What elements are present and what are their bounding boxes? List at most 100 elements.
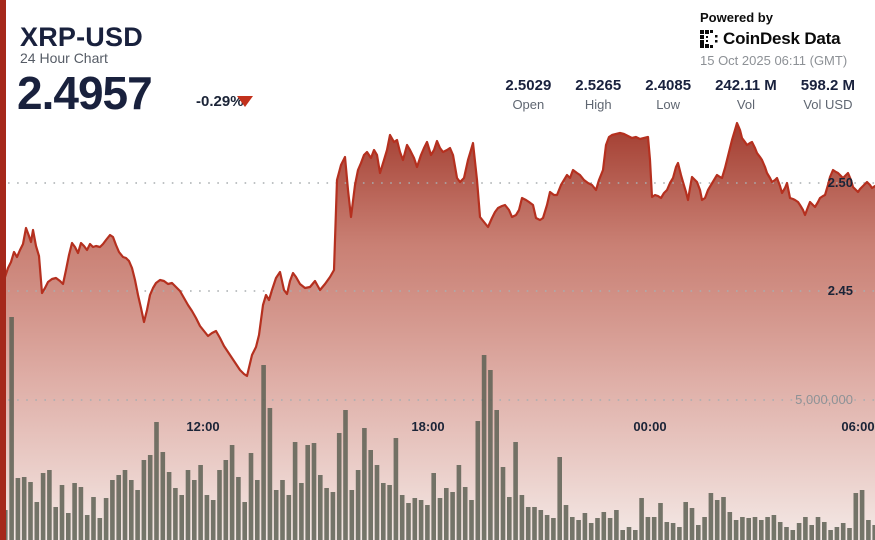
volume-bar[interactable] (393, 438, 399, 540)
volume-bar[interactable] (469, 500, 474, 540)
volume-bar[interactable] (336, 433, 342, 540)
volume-bar[interactable] (557, 457, 562, 540)
volume-bar[interactable] (324, 488, 329, 540)
volume-bar[interactable] (311, 443, 317, 540)
volume-bar[interactable] (387, 485, 392, 540)
volume-bar[interactable] (141, 460, 147, 540)
volume-bar[interactable] (299, 483, 304, 540)
volume-bar[interactable] (576, 520, 581, 540)
volume-bar[interactable] (223, 460, 229, 540)
volume-bar[interactable] (444, 488, 449, 540)
volume-bar[interactable] (563, 505, 569, 540)
volume-bar[interactable] (47, 470, 52, 540)
volume-bar[interactable] (305, 445, 310, 540)
volume-bar[interactable] (135, 490, 140, 540)
volume-bar[interactable] (198, 465, 203, 540)
volume-bar[interactable] (204, 495, 210, 540)
volume-bar[interactable] (267, 408, 273, 540)
volume-bar[interactable] (815, 517, 821, 540)
volume-bar[interactable] (765, 517, 770, 540)
volume-bar[interactable] (727, 512, 733, 540)
volume-bar[interactable] (15, 478, 21, 540)
volume-bar[interactable] (614, 510, 619, 540)
volume-bar[interactable] (147, 455, 153, 540)
volume-bar[interactable] (437, 498, 443, 540)
volume-bar[interactable] (40, 473, 46, 540)
volume-bar[interactable] (633, 530, 638, 540)
volume-bar[interactable] (626, 527, 632, 540)
volume-bar[interactable] (759, 520, 764, 540)
volume-bar[interactable] (229, 445, 235, 540)
volume-bar[interactable] (355, 470, 361, 540)
volume-bar[interactable] (708, 493, 714, 540)
volume-bar[interactable] (349, 490, 355, 540)
volume-bar[interactable] (273, 490, 279, 540)
volume-bar[interactable] (261, 365, 266, 540)
volume-bar[interactable] (620, 530, 625, 540)
volume-bar[interactable] (166, 472, 172, 540)
volume-bar[interactable] (381, 483, 386, 540)
volume-bar[interactable] (872, 525, 875, 540)
volume-bar[interactable] (513, 442, 518, 540)
volume-bar[interactable] (696, 525, 701, 540)
volume-bar[interactable] (280, 480, 285, 540)
volume-bar[interactable] (519, 495, 525, 540)
volume-bar[interactable] (72, 483, 77, 540)
volume-bar[interactable] (714, 500, 720, 540)
volume-bar[interactable] (450, 492, 455, 540)
volume-bar[interactable] (9, 317, 14, 540)
volume-bar[interactable] (173, 488, 178, 540)
volume-bar[interactable] (210, 500, 216, 540)
volume-bar[interactable] (242, 502, 247, 540)
volume-bar[interactable] (236, 477, 241, 540)
volume-bar[interactable] (34, 502, 40, 540)
volume-bar[interactable] (859, 490, 865, 540)
volume-bar[interactable] (834, 527, 840, 540)
volume-bar[interactable] (507, 497, 512, 540)
volume-bar[interactable] (494, 410, 499, 540)
volume-bar[interactable] (406, 503, 411, 540)
volume-bar[interactable] (185, 470, 191, 540)
volume-bar[interactable] (551, 518, 556, 540)
volume-bar[interactable] (53, 507, 58, 540)
volume-bar[interactable] (822, 522, 827, 540)
volume-bar[interactable] (866, 520, 871, 540)
volume-bar[interactable] (116, 475, 121, 540)
volume-bar[interactable] (803, 517, 808, 540)
volume-bar[interactable] (721, 497, 726, 540)
volume-bar[interactable] (475, 421, 481, 540)
volume-bar[interactable] (59, 485, 65, 540)
volume-bar[interactable] (601, 512, 607, 540)
volume-bar[interactable] (544, 515, 550, 540)
volume-bar[interactable] (607, 518, 613, 540)
volume-bar[interactable] (456, 465, 462, 540)
volume-bar[interactable] (399, 495, 405, 540)
volume-bar[interactable] (292, 442, 298, 540)
volume-bar[interactable] (374, 465, 380, 540)
volume-bar[interactable] (840, 523, 846, 540)
volume-bar[interactable] (595, 518, 600, 540)
volume-bar[interactable] (784, 527, 789, 540)
volume-bar[interactable] (192, 480, 197, 540)
volume-bar[interactable] (658, 503, 663, 540)
volume-bar[interactable] (651, 517, 657, 540)
volume-bar[interactable] (217, 470, 222, 540)
volume-bar[interactable] (702, 517, 707, 540)
volume-bar[interactable] (582, 513, 588, 540)
volume-bar[interactable] (746, 518, 751, 540)
volume-bar[interactable] (790, 530, 796, 540)
volume-bar[interactable] (368, 450, 373, 540)
volume-bar[interactable] (570, 517, 575, 540)
volume-bar[interactable] (588, 523, 594, 540)
volume-bar[interactable] (796, 523, 802, 540)
volume-bar[interactable] (91, 497, 96, 540)
volume-bar[interactable] (431, 473, 436, 540)
volume-bar[interactable] (488, 370, 493, 540)
volume-bar[interactable] (110, 480, 115, 540)
volume-bar[interactable] (362, 428, 367, 540)
volume-bar[interactable] (103, 498, 109, 540)
volume-bar[interactable] (639, 498, 644, 540)
volume-bar[interactable] (154, 422, 159, 540)
powered-by-block[interactable]: Powered by CoinDesk Data 15 Oct 2025 06:… (700, 10, 847, 68)
